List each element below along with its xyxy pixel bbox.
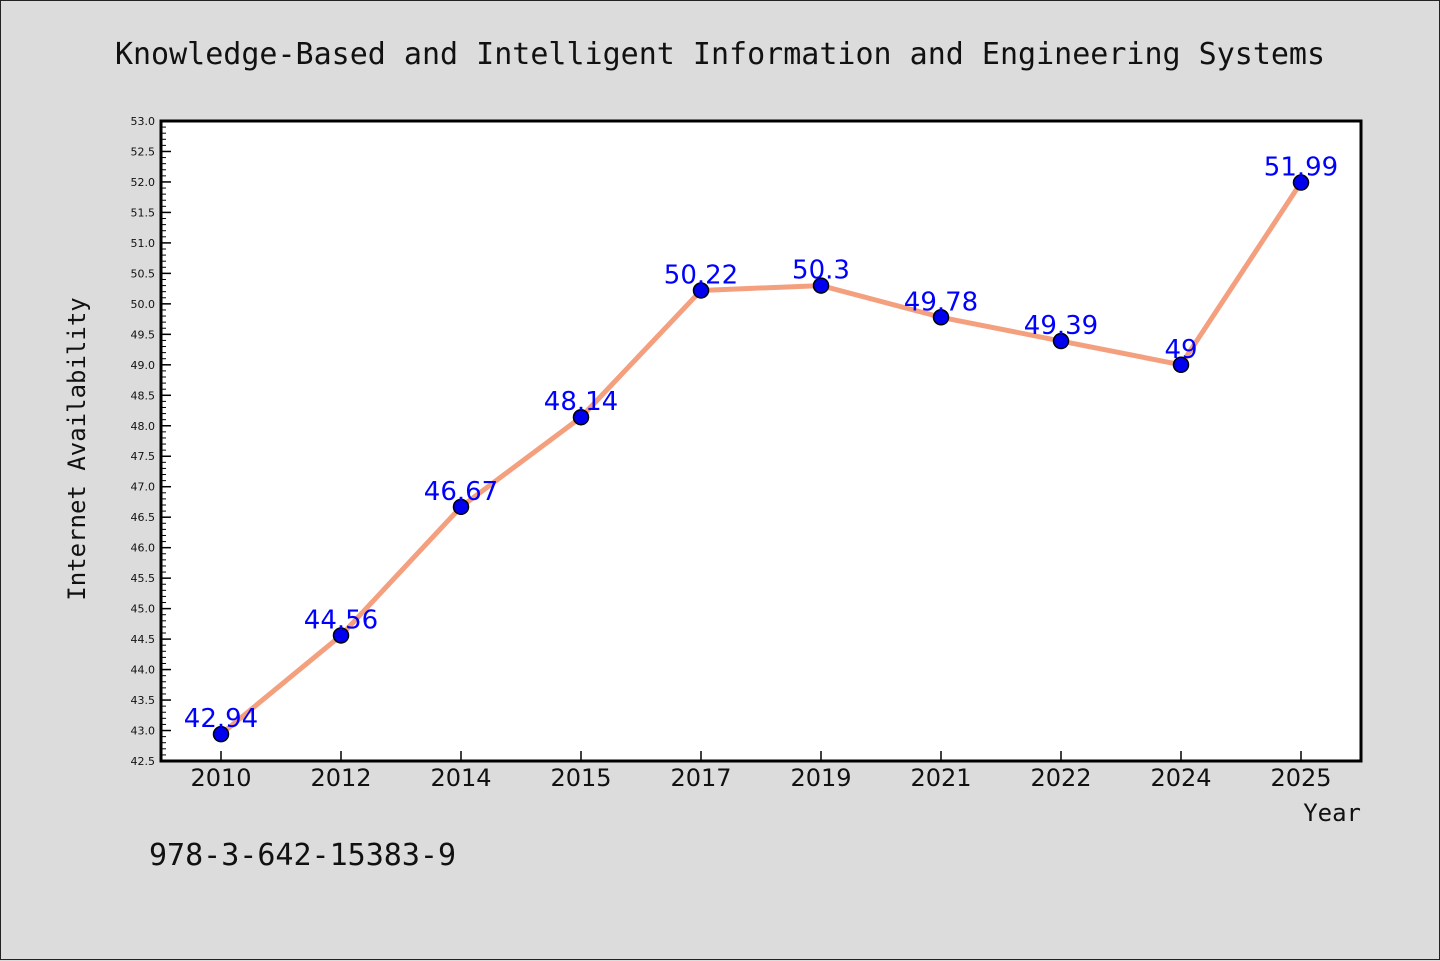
chart-title: Knowledge-Based and Intelligent Informat… — [115, 37, 1325, 72]
y-tick-label: 52.5 — [131, 145, 156, 158]
data-label: 42.94 — [184, 704, 258, 734]
y-tick-label: 51.0 — [131, 237, 156, 250]
y-tick-label: 42.5 — [131, 755, 156, 768]
y-axis-label: Internet Availability — [63, 297, 91, 600]
data-label: 49.78 — [904, 287, 978, 317]
x-axis: 2010 2012 2014 2015 2017 2019 2021 2022 2024 2025 — [190, 751, 1332, 792]
series-line — [219, 181, 1304, 737]
data-point — [932, 309, 950, 326]
data-label: 50.3 — [792, 256, 850, 286]
data-label: 50.22 — [664, 260, 738, 290]
x-tick-label: 2022 — [1030, 764, 1091, 792]
data-point — [572, 408, 590, 426]
y-tick-label: 47.0 — [131, 481, 156, 494]
data-point — [452, 498, 470, 516]
data-label: 44.56 — [304, 605, 378, 635]
y-tick-label: 50.5 — [131, 267, 156, 280]
x-tick-label: 2019 — [790, 764, 851, 792]
data-point — [212, 725, 230, 743]
y-tick-label: 49.5 — [131, 328, 156, 341]
y-tick-label: 48.5 — [131, 389, 156, 402]
y-tick-label: 43.5 — [131, 694, 156, 707]
x-tick-label: 2010 — [190, 764, 251, 792]
y-tick-label: 52.0 — [131, 176, 156, 189]
data-label: 49.39 — [1024, 311, 1098, 341]
data-point — [1052, 332, 1070, 350]
y-tick-label: 45.5 — [131, 572, 156, 585]
data-point — [332, 627, 350, 644]
x-tick-label: 2015 — [550, 764, 611, 792]
y-tick-label: 47.5 — [131, 450, 156, 463]
y-tick-label: 49.0 — [131, 359, 156, 372]
data-label: 51.99 — [1264, 153, 1338, 183]
x-tick-label: 2014 — [430, 764, 491, 792]
y-tick-label: 48.0 — [131, 420, 156, 433]
y-axis: 42.5 43.0 43.5 44.0 44.5 45.0 45.5 46.0 46.5 47.0… — [131, 115, 171, 768]
data-label: 46.67 — [424, 477, 498, 507]
series-group: 42.94 44.56 46.67 48.14 50.22 50.3 49.78 49.39 4… — [184, 153, 1338, 743]
isbn-text: 978-3-642-15383-9 — [149, 838, 456, 873]
data-point — [812, 277, 830, 294]
y-tick-label: 46.5 — [131, 511, 156, 524]
y-tick-label: 44.0 — [131, 664, 156, 677]
x-axis-label: Year — [1303, 799, 1361, 827]
y-tick-label: 46.0 — [131, 542, 156, 555]
data-label: 49 — [1164, 335, 1197, 365]
x-tick-label: 2012 — [310, 764, 371, 792]
y-tick-label: 51.5 — [131, 206, 156, 219]
y-tick-label: 45.0 — [131, 603, 156, 616]
data-point — [692, 282, 710, 299]
y-tick-label: 53.0 — [131, 115, 156, 128]
data-point — [1172, 356, 1190, 374]
x-tick-label: 2021 — [910, 764, 971, 792]
y-tick-label: 43.0 — [131, 725, 156, 738]
x-tick-label: 2024 — [1150, 764, 1211, 792]
data-point — [1292, 174, 1310, 191]
plot-area — [159, 119, 1363, 763]
data-label: 48.14 — [544, 387, 618, 417]
y-tick-label: 44.5 — [131, 633, 156, 646]
x-tick-label: 2025 — [1270, 764, 1331, 792]
y-tick-label: 50.0 — [131, 298, 156, 311]
x-tick-label: 2017 — [670, 764, 731, 792]
